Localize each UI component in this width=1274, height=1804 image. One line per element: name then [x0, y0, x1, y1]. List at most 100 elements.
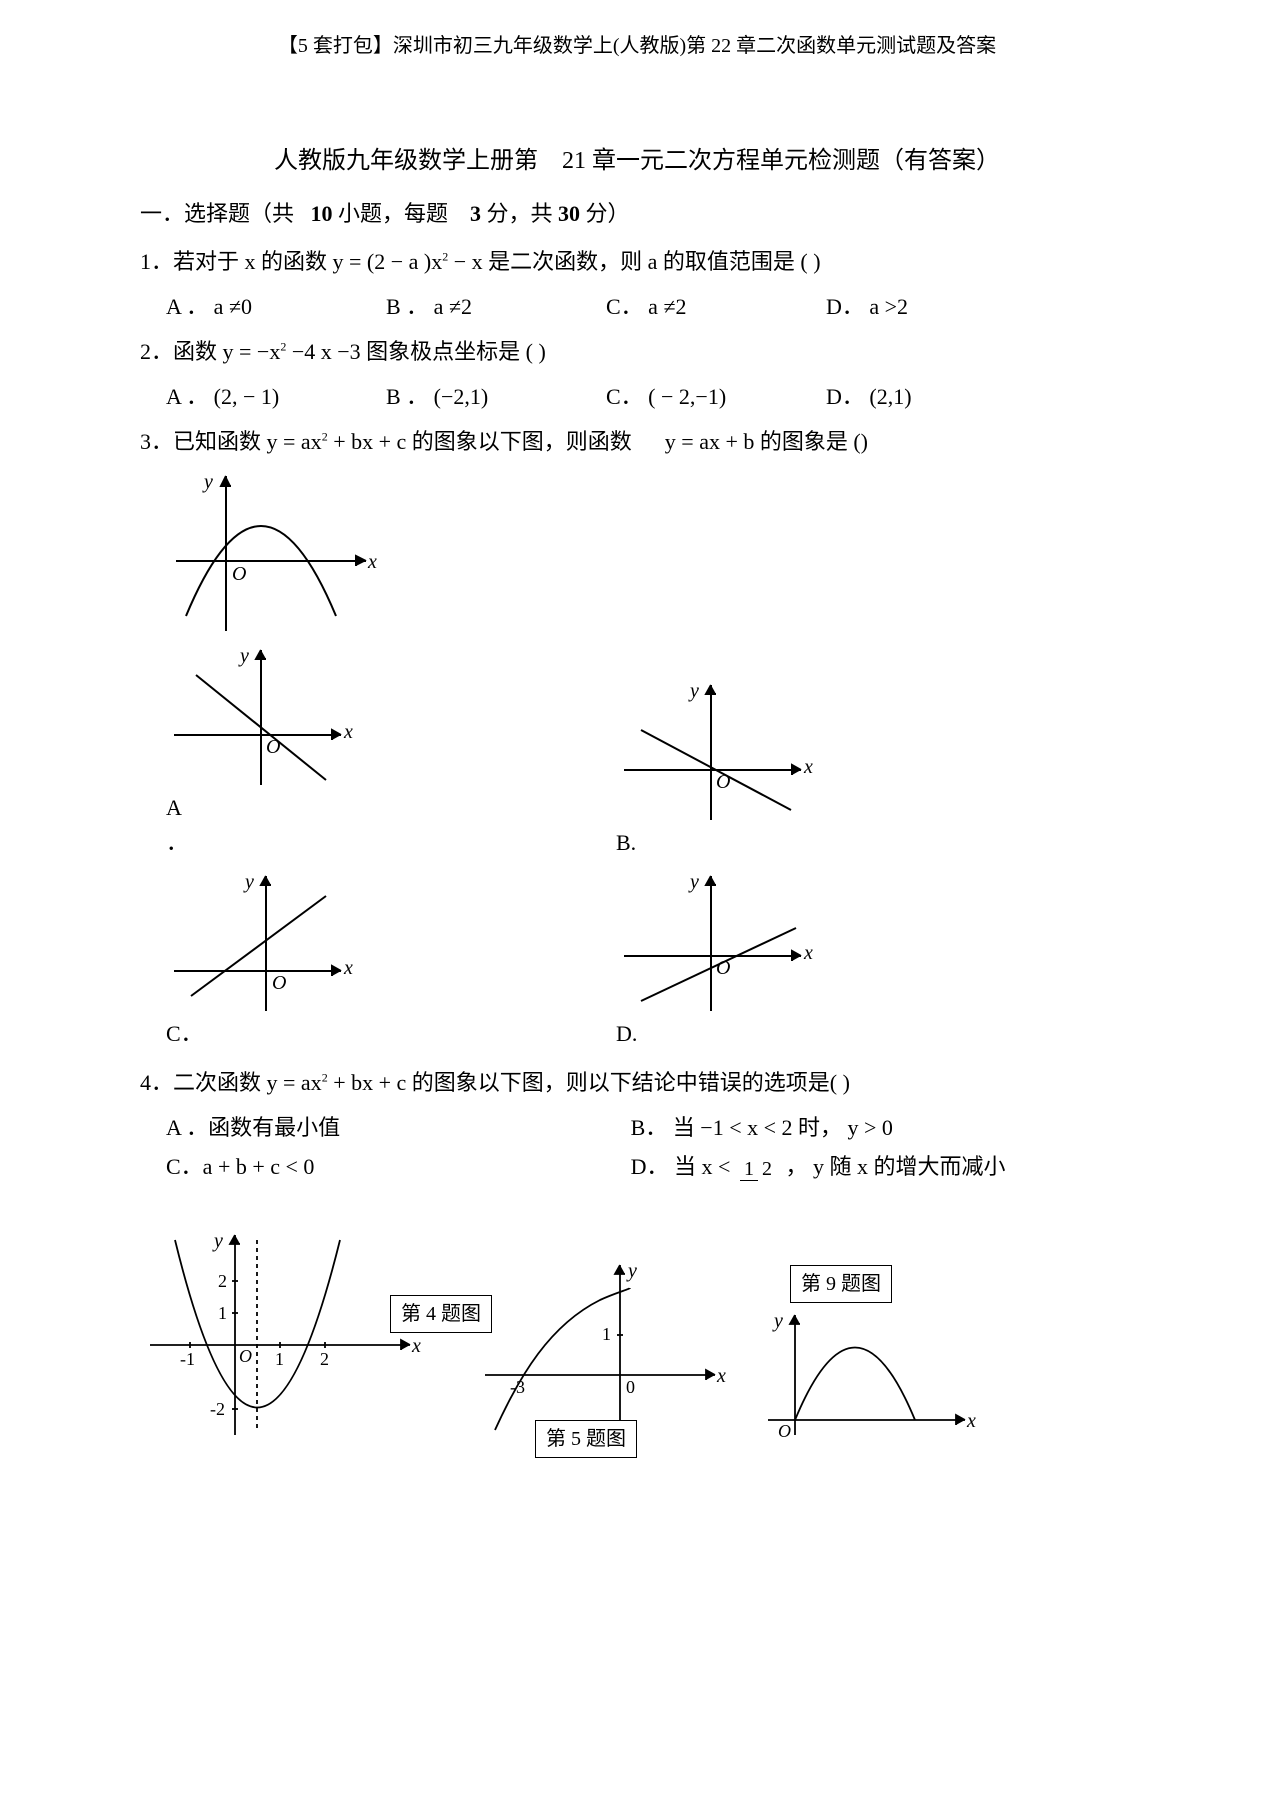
q4-figure: y x O -1 1 2 1 2 -2 — [140, 1225, 430, 1445]
q2-opt-c: C． ( − 2,−1) — [606, 379, 826, 414]
q5x: x — [716, 1365, 726, 1387]
q3c-x: x — [343, 957, 353, 979]
title-chapter: 21 — [562, 148, 586, 174]
q9-svg: y x O — [760, 1305, 980, 1445]
q9-figure: y x O — [760, 1305, 980, 1445]
q5-svg: y x 0 -3 1 — [480, 1255, 730, 1435]
q4-yt-0: 1 — [218, 1303, 227, 1323]
q3a-o: O — [266, 736, 280, 758]
section1-pts-each: 3 — [470, 201, 481, 226]
section1-total: 30 — [558, 201, 580, 226]
q4-post: + bx + c 的图象以下图，则以下结论中错误的选项是( ) — [328, 1070, 850, 1095]
q5-yt: 1 — [602, 1324, 611, 1344]
q2-post: −4 x −3 图象极点坐标是 ( ) — [286, 339, 545, 364]
q3d-o: O — [716, 957, 730, 979]
section1-prefix: 一．选择题（共 — [140, 201, 294, 226]
q5-zero: 0 — [626, 1377, 635, 1397]
question-1: 1．若对于 x 的函数 y = (2 − a )x2 − x 是二次函数，则 a… — [140, 244, 1134, 279]
q3-a-svg: y x O — [166, 640, 356, 790]
question-3: 3．已知函数 y = ax2 + bx + c 的图象以下图，则函数 y = a… — [140, 424, 1134, 459]
page: 【5 套打包】深圳市初三九年级数学上(人教版)第 22 章二次函数单元测试题及答… — [0, 0, 1274, 1804]
question-2: 2．函数 y = −x2 −4 x −3 图象极点坐标是 ( ) — [140, 334, 1134, 369]
q1-post: − x 是二次函数，则 a 的取值范围是 ( ) — [448, 249, 820, 274]
q3c-o: O — [272, 972, 286, 994]
q3-graph-a: y x O A ． — [166, 640, 356, 860]
q2-pre: 2．函数 y = −x — [140, 339, 280, 364]
q2-options: A ． (2, − 1) B ． (−2,1) C． ( − 2,−1) D． … — [140, 375, 1134, 414]
q3-pre: 3．已知函数 y = ax — [140, 429, 322, 454]
q3c-y: y — [243, 871, 254, 893]
q4x: x — [411, 1335, 421, 1357]
q3a-y: y — [238, 645, 249, 667]
q3-c-svg: y x O — [166, 866, 356, 1016]
doc-title: 人教版九年级数学上册第 21 章一元二次方程单元检测题（有答案） — [140, 142, 1134, 180]
q4-options: A ．函数有最小值 B． 当 −1 < x < 2 时， y > 0 C．a +… — [140, 1106, 1134, 1184]
title-prefix: 人教版九年级数学上册第 — [274, 148, 538, 174]
y-label: y — [202, 471, 213, 493]
header-text: 【5 套打包】深圳市初三九年级数学上(人教版)第 22 章二次函数单元测试题及答… — [278, 35, 996, 57]
q2-opt-a: A ． (2, − 1) — [166, 379, 386, 414]
q9x: x — [966, 1410, 976, 1432]
q4d-pre: D． 当 x — [631, 1154, 713, 1179]
q4-xt-2: 2 — [320, 1349, 329, 1369]
q5y: y — [626, 1260, 637, 1282]
q5-xt: -3 — [510, 1377, 525, 1397]
q9-fig-label: 第 9 题图 — [790, 1265, 892, 1303]
q3-mid: + bx + c 的图象以下图，则函数 — [328, 429, 632, 454]
o-label: O — [232, 563, 246, 585]
q4-svg: y x O -1 1 2 1 2 -2 — [140, 1225, 430, 1445]
page-header: 【5 套打包】深圳市初三九年级数学上(人教版)第 22 章二次函数单元测试题及答… — [140, 30, 1134, 62]
q1-opt-c: C． a ≠2 — [606, 289, 826, 324]
q3-row-cd: y x O C． y x O D. — [140, 866, 1134, 1051]
q4-yt-1: 2 — [218, 1271, 227, 1291]
q3b-y: y — [688, 680, 699, 702]
bottom-figures: y x O -1 1 2 1 2 -2 第 4 题图 — [140, 1225, 1134, 1465]
q9o: O — [778, 1421, 791, 1441]
section1-mid: 小题，每题 — [338, 201, 448, 226]
q3-graph-c: y x O C． — [166, 866, 356, 1051]
q4-fig-label: 第 4 题图 — [390, 1295, 492, 1333]
q3-parabola-svg: y x O — [166, 466, 386, 636]
q3-b-svg: y x O — [616, 675, 816, 825]
q3-graph-d: y x O D. — [616, 866, 816, 1051]
q3d-x: x — [803, 942, 813, 964]
q2-opt-b: B ． (−2,1) — [386, 379, 606, 414]
q4d-frac-d: 2 — [758, 1158, 776, 1180]
q4-xt-1: 1 — [275, 1349, 284, 1369]
q4-pre: 4．二次函数 y = ax — [140, 1070, 322, 1095]
question-4: 4．二次函数 y = ax2 + bx + c 的图象以下图，则以下结论中错误的… — [140, 1065, 1134, 1100]
q1-pre: 1．若对于 x 的函数 y = (2 − a )x — [140, 249, 442, 274]
q4d-post: ， y 随 x 的增大而减小 — [780, 1154, 1006, 1179]
q3a-x: x — [343, 721, 353, 743]
q1-opt-d: D． a >2 — [826, 289, 1046, 324]
q9y: y — [772, 1310, 783, 1332]
q5-figure: y x 0 -3 1 — [480, 1255, 730, 1435]
q4-yt-2: -2 — [210, 1399, 225, 1419]
section1-mid2: 分，共 — [487, 201, 559, 226]
q4-opt-b: B． 当 −1 < x < 2 时， y > 0 — [631, 1110, 1096, 1145]
q3-c-label: C． — [166, 1016, 200, 1051]
q3-graph-b: y x O B. — [616, 675, 816, 860]
q4-xt-0: -1 — [180, 1349, 195, 1369]
section1-count: 10 — [311, 201, 333, 226]
q3-a-label: A ． — [166, 790, 200, 860]
q4-opt-a: A ．函数有最小值 — [166, 1110, 631, 1145]
q4d-frac-n: 1 — [740, 1158, 758, 1181]
q3-d-svg: y x O — [616, 866, 816, 1016]
q4-opt-d: D． 当 x < 12 ， y 随 x 的增大而减小 — [631, 1149, 1096, 1184]
q4-opt-c: C．a + b + c < 0 — [166, 1149, 631, 1184]
q1-options: A ． a ≠0 B ． a ≠2 C． a ≠2 D． a >2 — [140, 285, 1134, 324]
q3b-o: O — [716, 771, 730, 793]
section-1-heading: 一．选择题（共 10 小题，每题 3 分，共 30 分） — [140, 196, 1134, 231]
q4y: y — [212, 1230, 223, 1252]
q3d-y: y — [688, 871, 699, 893]
q3-row-ab: y x O A ． y x O B. — [140, 640, 1134, 860]
q5-fig-label: 第 5 题图 — [535, 1420, 637, 1458]
section1-suffix: 分） — [586, 201, 630, 226]
q2-opt-d: D． (2,1) — [826, 379, 1046, 414]
q1-opt-a: A ． a ≠0 — [166, 289, 386, 324]
title-suffix: 章一元二次方程单元检测题（有答案） — [592, 148, 1000, 174]
q3-b-label: B. — [616, 825, 650, 860]
q4o: O — [239, 1346, 252, 1366]
q1-opt-b: B ． a ≠2 — [386, 289, 606, 324]
